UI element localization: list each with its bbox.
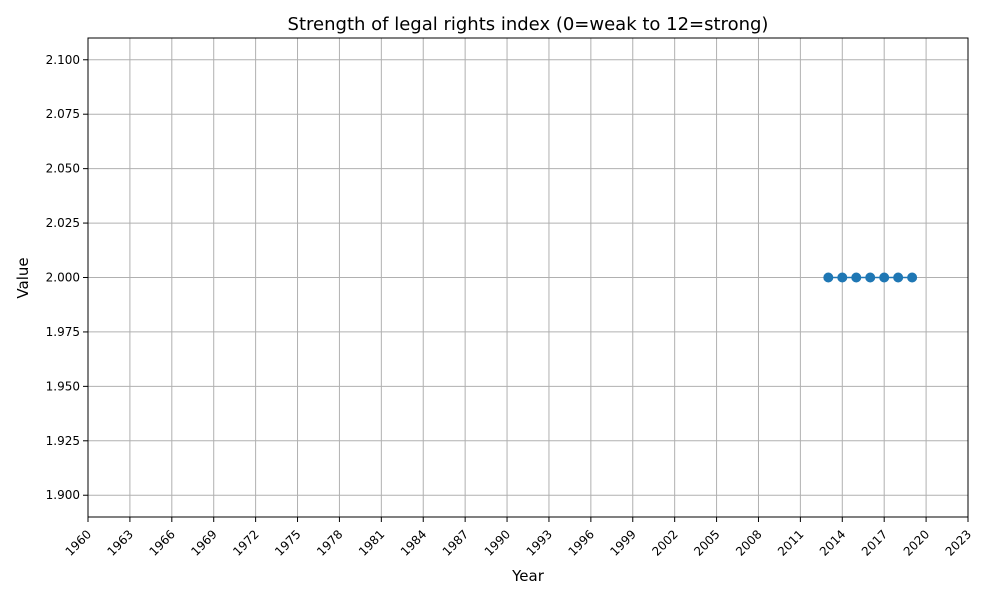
x-tick-label: 2002 [649,527,680,558]
x-tick-label: 1969 [188,527,219,558]
x-tick-label: 1993 [524,527,555,558]
data-point [879,272,890,283]
x-tick-label: 1966 [146,527,177,558]
data-point [907,272,918,283]
data-point [851,272,862,283]
data-point [823,272,834,283]
x-tick-label: 2014 [817,527,848,558]
x-tick-label: 1963 [105,527,136,558]
x-tick-label: 2023 [943,527,974,558]
y-tick-label: 2.050 [46,162,80,176]
chart-title: Strength of legal rights index (0=weak t… [288,14,769,35]
y-tick-label: 2.100 [46,53,80,67]
grid [87,38,969,517]
y-tick-label: 1.925 [46,434,80,448]
x-axis-label: Year [511,567,545,585]
y-axis-label: Value [14,257,32,298]
y-tick-label: 2.025 [46,216,80,230]
x-tick-label: 1972 [230,527,261,558]
x-tick-label: 1975 [272,527,303,558]
x-tick-label: 2017 [859,527,890,558]
series-layer [823,272,918,283]
x-axis-ticks: 1960 1963 1966 1969 1972 1975 1978 1981 1984 1987… [63,517,974,559]
x-tick-label: 2005 [691,527,722,558]
x-tick-label: 1996 [565,527,596,558]
x-tick-label: 2008 [733,527,764,558]
x-tick-label: 1984 [398,527,429,558]
y-axis-ticks: 1.900 1.925 1.950 1.975 2.000 2.025 2.050 2.075… [46,53,88,502]
data-point [837,272,848,283]
y-tick-label: 1.900 [46,488,80,502]
x-tick-label: 2011 [775,527,806,558]
y-tick-label: 1.950 [46,379,80,393]
y-tick-label: 1.975 [46,325,80,339]
x-tick-label: 1999 [607,527,638,558]
x-tick-label: 1978 [314,527,345,558]
y-tick-label: 2.075 [46,107,80,121]
x-tick-label: 1990 [482,527,513,558]
x-tick-label: 2020 [901,527,932,558]
x-tick-label: 1987 [440,527,471,558]
x-tick-label: 1960 [63,527,94,558]
data-point [893,272,904,283]
x-tick-label: 1981 [356,527,387,558]
y-tick-label: 2.000 [46,271,80,285]
data-point [865,272,876,283]
